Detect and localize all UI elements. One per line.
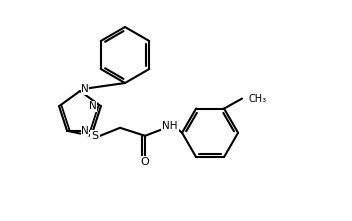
Text: O: O bbox=[141, 157, 150, 167]
Text: N: N bbox=[81, 84, 89, 94]
Text: CH₃: CH₃ bbox=[248, 93, 266, 104]
Text: N: N bbox=[81, 126, 89, 136]
Text: N: N bbox=[89, 101, 97, 111]
Text: S: S bbox=[92, 131, 99, 141]
Text: NH: NH bbox=[162, 121, 178, 131]
